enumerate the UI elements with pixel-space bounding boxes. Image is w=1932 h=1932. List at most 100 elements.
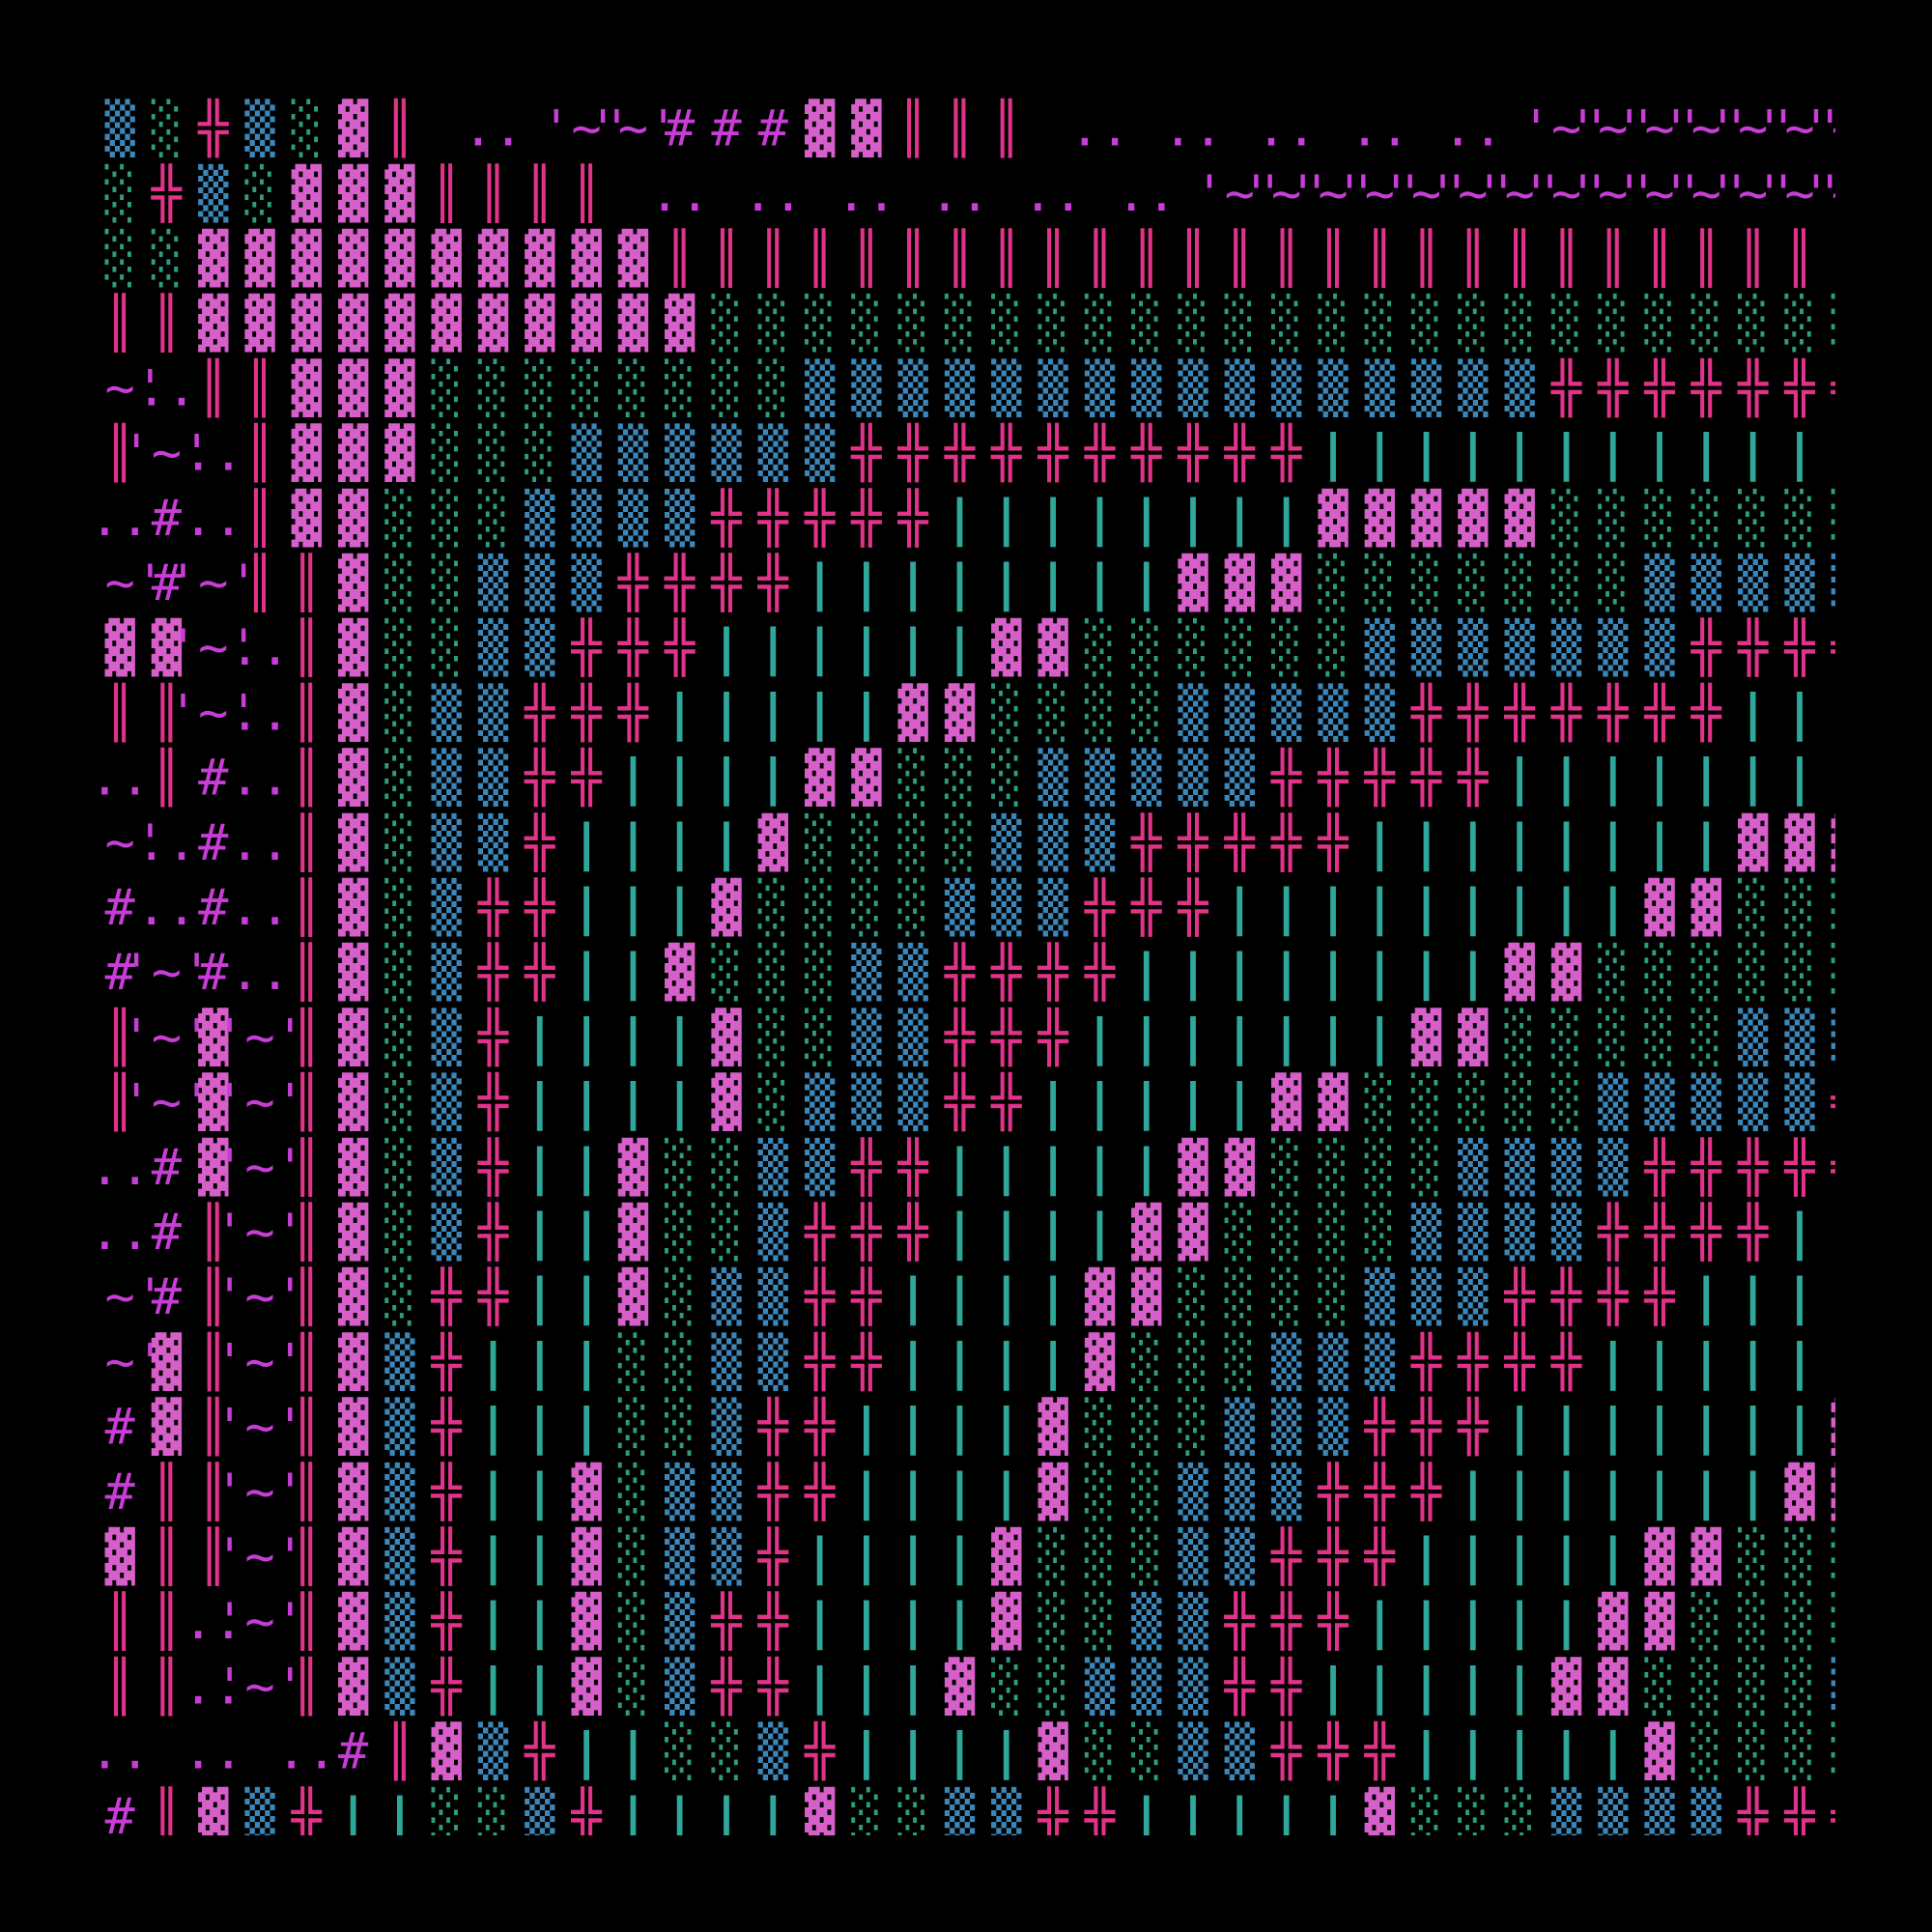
medium-shade-glyph: ▒ [1832,553,1835,612]
medium-shade-glyph: ▒ [1598,1137,1629,1197]
double-cross-glyph: ╬ [944,1072,977,1132]
medium-shade-glyph: ▒ [478,748,509,808]
tilde-glyph: '~' [97,554,165,612]
tilde-glyph: '~' [1334,165,1425,223]
double-cross-glyph: ╬ [291,1786,324,1835]
dense-block-glyph: ▓ [338,1266,369,1326]
medium-shade-glyph: ▒ [478,553,509,612]
light-shade-glyph: ░ [571,357,601,417]
light-shade-glyph: ░ [1832,877,1835,937]
medium-shade-glyph: ▒ [384,1656,415,1716]
light-shade-glyph: ░ [898,748,928,808]
double-bar-glyph: ║ [1318,228,1348,288]
pipe-glyph: | [1225,879,1255,937]
hash-glyph: # [198,879,229,937]
pipe-glyph: | [991,1399,1021,1457]
double-cross-glyph: ╬ [1737,357,1770,417]
medium-shade-glyph: ▒ [478,617,509,677]
double-cross-glyph: ╬ [710,488,743,548]
light-shade-glyph: ░ [1784,877,1814,937]
pipe-glyph: | [1551,1399,1581,1457]
double-bar-glyph: ║ [292,682,322,742]
dense-block-glyph: ▓ [152,1397,183,1457]
double-cross-glyph: ╬ [1690,617,1723,677]
light-shade-glyph: ░ [1178,1397,1208,1457]
double-cross-glyph: ╬ [1690,682,1723,742]
dense-block-glyph: ▓ [571,1462,602,1521]
tilde-glyph: '~' [97,359,165,417]
medium-shade-glyph: ▒ [1738,1072,1769,1132]
double-bar-glyph: ║ [104,682,134,742]
tilde-glyph: '~' [214,1528,305,1586]
dense-block-glyph: ▓ [152,617,183,677]
medium-shade-glyph: ▒ [525,488,555,548]
light-shade-glyph: ░ [1784,942,1814,1002]
light-shade-glyph: ░ [1644,293,1674,353]
dense-block-glyph: ▓ [1037,1397,1068,1457]
dots-glyph: .. [183,1658,243,1716]
light-shade-glyph: ░ [618,357,648,417]
double-cross-glyph: ╬ [944,423,977,483]
dense-block-glyph: ▓ [991,1526,1022,1586]
light-shade-glyph: ░ [1738,942,1768,1002]
pipe-glyph: | [1598,879,1628,937]
light-shade-glyph: ░ [1131,1526,1161,1586]
dots-glyph: .. [276,1723,337,1781]
dense-block-glyph: ▓ [1784,1462,1815,1521]
dense-block-glyph: ▓ [432,293,463,353]
double-bar-glyph: ║ [152,1786,182,1835]
double-cross-glyph: ╬ [477,1072,510,1132]
light-shade-glyph: ░ [1365,553,1395,612]
dense-block-glyph: ▓ [805,1786,836,1835]
double-cross-glyph: ╬ [1037,1007,1069,1066]
pipe-glyph: | [851,1463,881,1521]
double-cross-glyph: ╬ [850,488,883,548]
double-cross-glyph: ╬ [710,553,743,612]
pipe-glyph: | [525,1528,554,1586]
medium-shade-glyph: ▒ [805,357,836,417]
double-cross-glyph: ╬ [1737,617,1770,677]
medium-shade-glyph: ▒ [525,1786,555,1835]
light-shade-glyph: ░ [618,1462,648,1521]
pipe-glyph: | [1784,1333,1814,1391]
double-cross-glyph: ╬ [1457,1331,1490,1391]
ascii-art: ▒ ░ ╬ ▒ ░ ▓ ║.. '~''~'# # # ▓ ▓ ║ ║ ║.......... '~''~''… [97,99,1835,1835]
tilde-glyph: '~' [1241,165,1332,223]
light-shade-glyph: ░ [618,1526,648,1586]
pipe-glyph: | [1318,944,1348,1002]
pipe-glyph: | [758,1788,788,1835]
light-shade-glyph: ░ [244,163,274,223]
light-shade-glyph: ░ [758,1072,788,1132]
light-shade-glyph: ░ [1832,488,1835,548]
pipe-glyph: | [1131,1139,1161,1197]
light-shade-glyph: ░ [1738,1591,1768,1651]
dense-block-glyph: ▓ [1598,1656,1629,1716]
medium-shade-glyph: ▒ [1178,1721,1208,1781]
double-bar-glyph: ║ [292,617,322,677]
double-bar-glyph: ║ [198,1331,228,1391]
light-shade-glyph: ░ [1551,1072,1581,1132]
double-cross-glyph: ╬ [1410,748,1443,808]
medium-shade-glyph: ▒ [851,1007,882,1066]
light-shade-glyph: ░ [478,1786,508,1835]
pipe-glyph: | [1738,425,1768,483]
dense-block-glyph: ▓ [384,423,415,483]
dense-block-glyph: ▓ [618,1137,649,1197]
tilde-glyph: '~' [1614,100,1705,158]
pipe-glyph: | [571,944,601,1002]
medium-shade-glyph: ▒ [1318,1331,1349,1391]
double-cross-glyph: ╬ [1410,1331,1443,1391]
pipe-glyph: | [1365,879,1395,937]
double-cross-glyph: ╬ [1364,1721,1397,1781]
tilde-glyph: '~' [1661,100,1751,158]
medium-shade-glyph: ▒ [1365,617,1396,677]
light-shade-glyph: ░ [711,1721,741,1781]
double-cross-glyph: ╬ [804,488,837,548]
dense-block-glyph: ▓ [1644,1721,1675,1781]
light-shade-glyph: ░ [1131,1397,1161,1457]
pipe-glyph: | [384,1788,414,1835]
light-shade-glyph: ░ [805,877,835,937]
double-cross-glyph: ╬ [1737,1137,1770,1197]
pipe-glyph: | [618,1788,648,1835]
medium-shade-glyph: ▒ [991,357,1022,417]
